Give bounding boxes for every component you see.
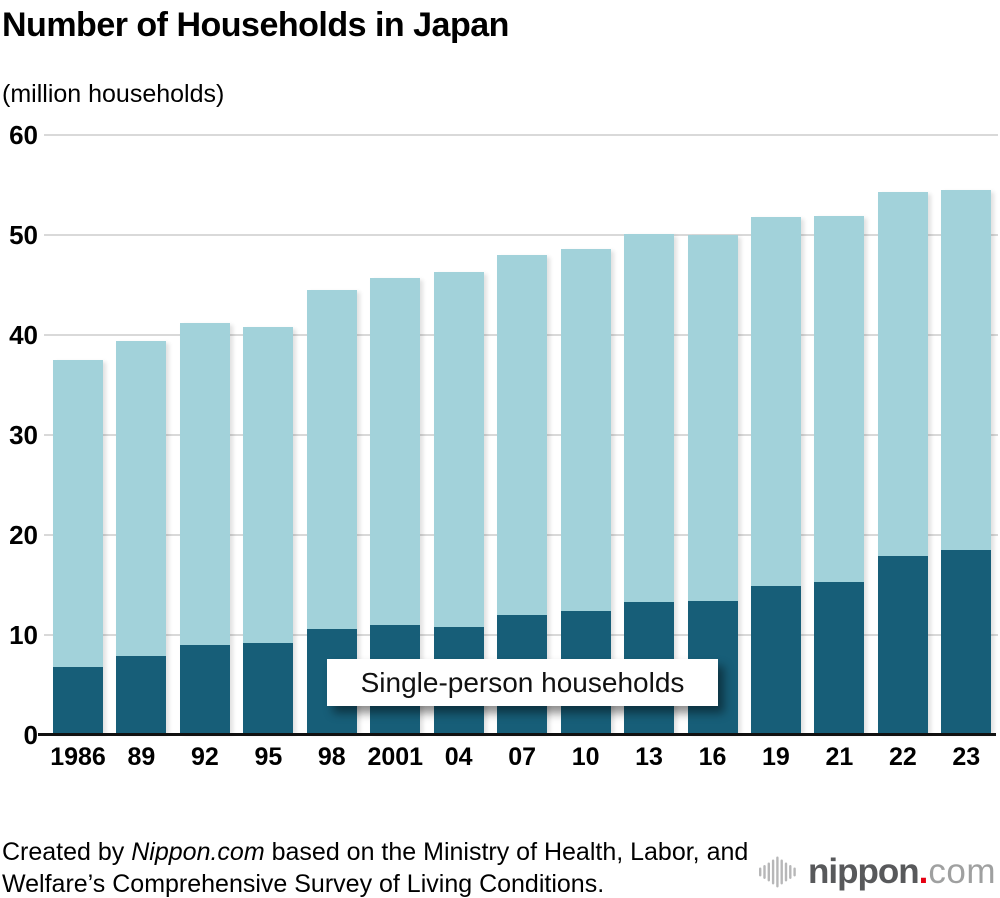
- bar-single-95: [243, 643, 294, 733]
- credit-source: Nippon.com: [131, 838, 265, 866]
- nippon-logo: nippon . com: [758, 852, 996, 892]
- bar-single-19: [750, 586, 801, 733]
- x-axis-tick-label: 1986: [50, 743, 106, 771]
- x-axis-tick-label: 95: [254, 743, 283, 771]
- bar-single-21: [814, 582, 865, 733]
- logo-red-dot: .: [918, 852, 929, 891]
- x-axis-tick-label: 16: [698, 743, 727, 771]
- gridline-60: [44, 134, 998, 136]
- x-axis-tick-label: 22: [888, 743, 917, 771]
- logo-wordmark-name: nippon: [808, 852, 920, 891]
- x-axis-tick-label: 23: [952, 743, 981, 771]
- bar-single-89: [116, 656, 167, 733]
- y-axis-tick-label: 10: [9, 620, 38, 650]
- bar-single-23: [941, 550, 992, 733]
- x-axis-tick-label: 98: [317, 743, 346, 771]
- x-axis-tick-label: 10: [571, 743, 600, 771]
- y-axis-unit-label: (million households): [2, 80, 225, 108]
- page-title: Number of Households in Japan: [2, 6, 509, 44]
- y-axis-tick-label: 50: [9, 220, 38, 250]
- annotation-label: Single-person households: [360, 666, 685, 698]
- y-axis-tick-label: 30: [9, 420, 38, 450]
- footer-credit: Created by Nippon.com based on the Minis…: [2, 836, 780, 898]
- x-axis-tick-label: 19: [762, 743, 790, 771]
- y-axis-tick-label: 20: [9, 520, 38, 550]
- annotation-label-box: Single-person households: [327, 659, 718, 706]
- y-axis-tick-label: 60: [9, 120, 38, 150]
- credit-suffix: based on the Ministry of Health, Labor, …: [2, 838, 749, 898]
- bar-single-22: [877, 556, 928, 733]
- bar-single-92: [179, 645, 230, 733]
- x-axis-tick-label: 21: [825, 743, 854, 771]
- x-axis-tick-label: 07: [508, 743, 537, 771]
- x-axis-tick-label: 2001: [367, 743, 424, 771]
- credit-prefix: Created by: [2, 838, 132, 866]
- bar-single-1986: [53, 667, 103, 733]
- x-axis-tick-label: 89: [127, 743, 156, 771]
- x-axis-line: [38, 733, 996, 736]
- y-axis-tick-label: 0: [23, 720, 38, 750]
- y-axis-tick-label: 40: [9, 320, 38, 350]
- x-axis-tick-label: 92: [190, 743, 219, 771]
- x-axis-tick-label: 13: [635, 743, 663, 771]
- x-axis-tick-label: 04: [444, 743, 473, 771]
- soundwave-bars-icon: [759, 856, 796, 888]
- logo-wordmark-tld: com: [928, 852, 996, 891]
- gridline-50: [44, 234, 998, 236]
